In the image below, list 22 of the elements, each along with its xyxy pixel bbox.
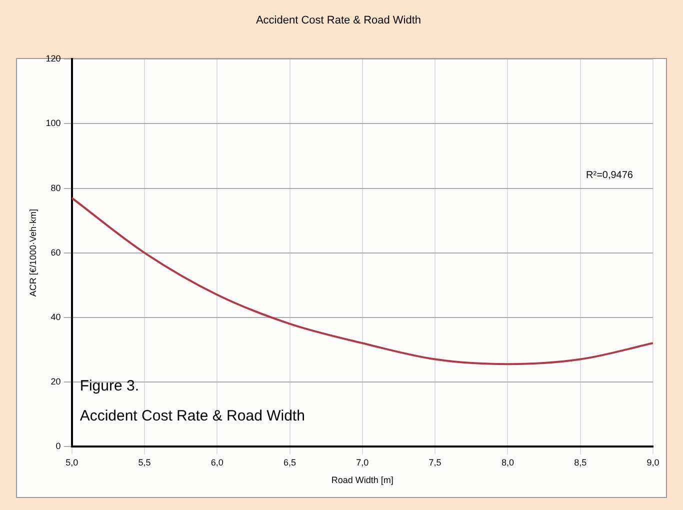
y-tick-label: 0 xyxy=(56,440,61,451)
x-axis-title: Road Width [m] xyxy=(331,475,394,486)
y-tick-label: 60 xyxy=(50,247,61,258)
y-tick-label: 20 xyxy=(50,376,61,386)
x-tick-label: 8,5 xyxy=(574,457,587,468)
annotation: R²=0,9476 xyxy=(586,170,634,182)
x-tick-label: 7,0 xyxy=(356,457,369,468)
y-axis-title: ACR [€/1000·Veh·km] xyxy=(28,209,38,297)
x-tick-label: 7,5 xyxy=(428,457,442,468)
annotation: Figure 3. xyxy=(80,378,140,395)
chart-title: Accident Cost Rate & Road Width xyxy=(256,14,422,27)
x-tick-label: 9,0 xyxy=(646,457,660,468)
x-tick-label: 5,0 xyxy=(66,457,78,468)
y-tick-label: 80 xyxy=(50,182,61,193)
x-tick-label: 5,5 xyxy=(138,457,151,468)
x-tick-label: 6,0 xyxy=(210,457,224,468)
x-tick-label: 6,5 xyxy=(284,457,296,468)
x-tick-label: 8,0 xyxy=(501,457,514,468)
y-tick-label: 120 xyxy=(46,54,61,64)
annotation: Accident Cost Rate & Road Width xyxy=(80,408,305,425)
y-tick-label: 100 xyxy=(46,118,61,128)
y-tick-label: 40 xyxy=(50,312,61,322)
